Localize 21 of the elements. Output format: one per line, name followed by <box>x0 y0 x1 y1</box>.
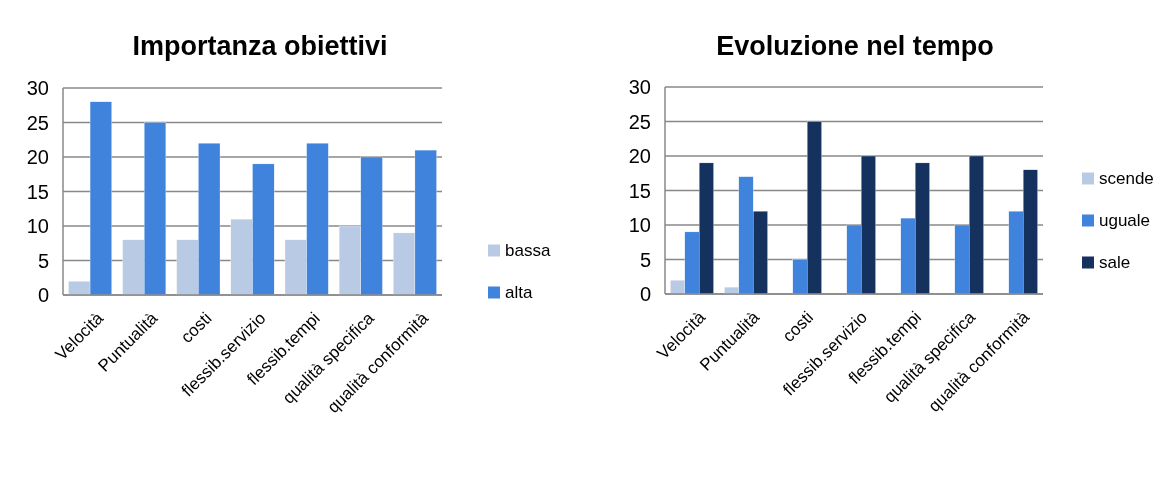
y-tick-label: 10 <box>26 215 49 237</box>
y-tick-label: 20 <box>26 146 49 168</box>
chart-title: Importanza obiettivi <box>132 31 388 61</box>
y-tick-label: 0 <box>639 283 651 305</box>
y-tick-label: 25 <box>628 110 651 133</box>
legend-label: alta <box>505 283 533 303</box>
chart-title: Evoluzione nel tempo <box>716 31 994 61</box>
y-tick-label: 15 <box>628 179 651 202</box>
y-tick-label: 30 <box>26 77 49 99</box>
legend-label: scende <box>1099 169 1154 189</box>
y-tick-label: 5 <box>37 249 49 272</box>
legend-label: sale <box>1099 253 1131 273</box>
y-tick-label: 25 <box>26 111 49 134</box>
y-tick-label: 10 <box>628 214 651 236</box>
y-tick-label: 30 <box>628 76 651 98</box>
y-tick-label: 15 <box>26 180 49 203</box>
legend-label: uguale <box>1099 211 1151 231</box>
y-tick-label: 5 <box>639 248 651 271</box>
y-tick-label: 20 <box>628 145 651 167</box>
legend-label: bassa <box>505 241 551 261</box>
y-tick-label: 0 <box>37 284 49 306</box>
